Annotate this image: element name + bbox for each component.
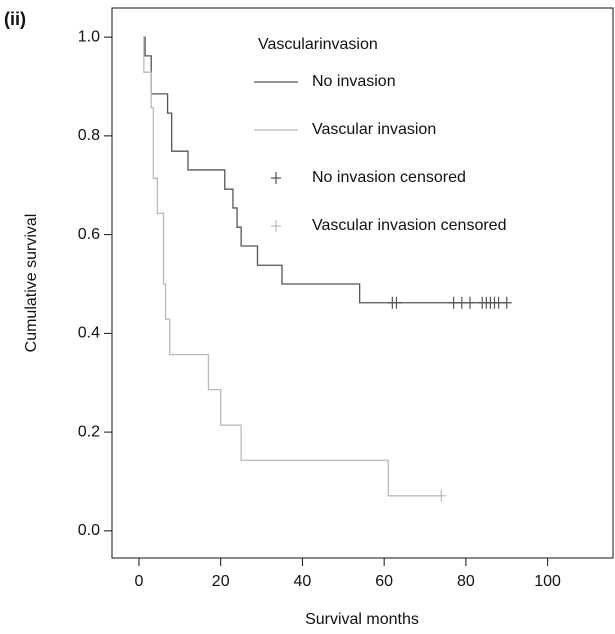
- plot-frame: [111, 7, 614, 559]
- x-tick-label: 60: [375, 573, 393, 590]
- y-tick-label: 0.2: [78, 423, 100, 440]
- censor-mark: [464, 296, 475, 309]
- y-tick-label: 0.6: [78, 226, 100, 243]
- x-tick-label: 0: [135, 573, 144, 590]
- censor-mark: [436, 489, 447, 502]
- censor-mark: [271, 172, 281, 184]
- y-tick-label: 0.0: [78, 522, 100, 539]
- panel-label: (ii): [4, 9, 26, 29]
- censor-mark: [501, 296, 512, 309]
- x-tick-label: 40: [294, 573, 312, 590]
- y-tick-label: 0.8: [78, 127, 100, 144]
- x-tick-label: 100: [534, 573, 561, 590]
- legend-title: Vascularinvasion: [258, 36, 378, 53]
- censor-mark: [391, 296, 402, 309]
- y-tick-label: 1.0: [78, 28, 100, 45]
- censor-mark: [271, 220, 281, 232]
- survival-curve: [143, 36, 507, 304]
- legend-label: No invasion censored: [312, 169, 466, 186]
- survival-curve: [143, 36, 442, 497]
- x-axis-label: Survival months: [305, 611, 419, 628]
- y-axis-label: Cumulative survival: [23, 214, 40, 353]
- legend-label: Vascular invasion: [312, 121, 436, 138]
- x-tick-label: 80: [457, 573, 475, 590]
- x-tick-label: 20: [212, 573, 230, 590]
- y-tick-label: 0.4: [78, 325, 100, 342]
- legend-label: No invasion: [312, 73, 396, 90]
- legend-label: Vascular invasion censored: [312, 217, 506, 234]
